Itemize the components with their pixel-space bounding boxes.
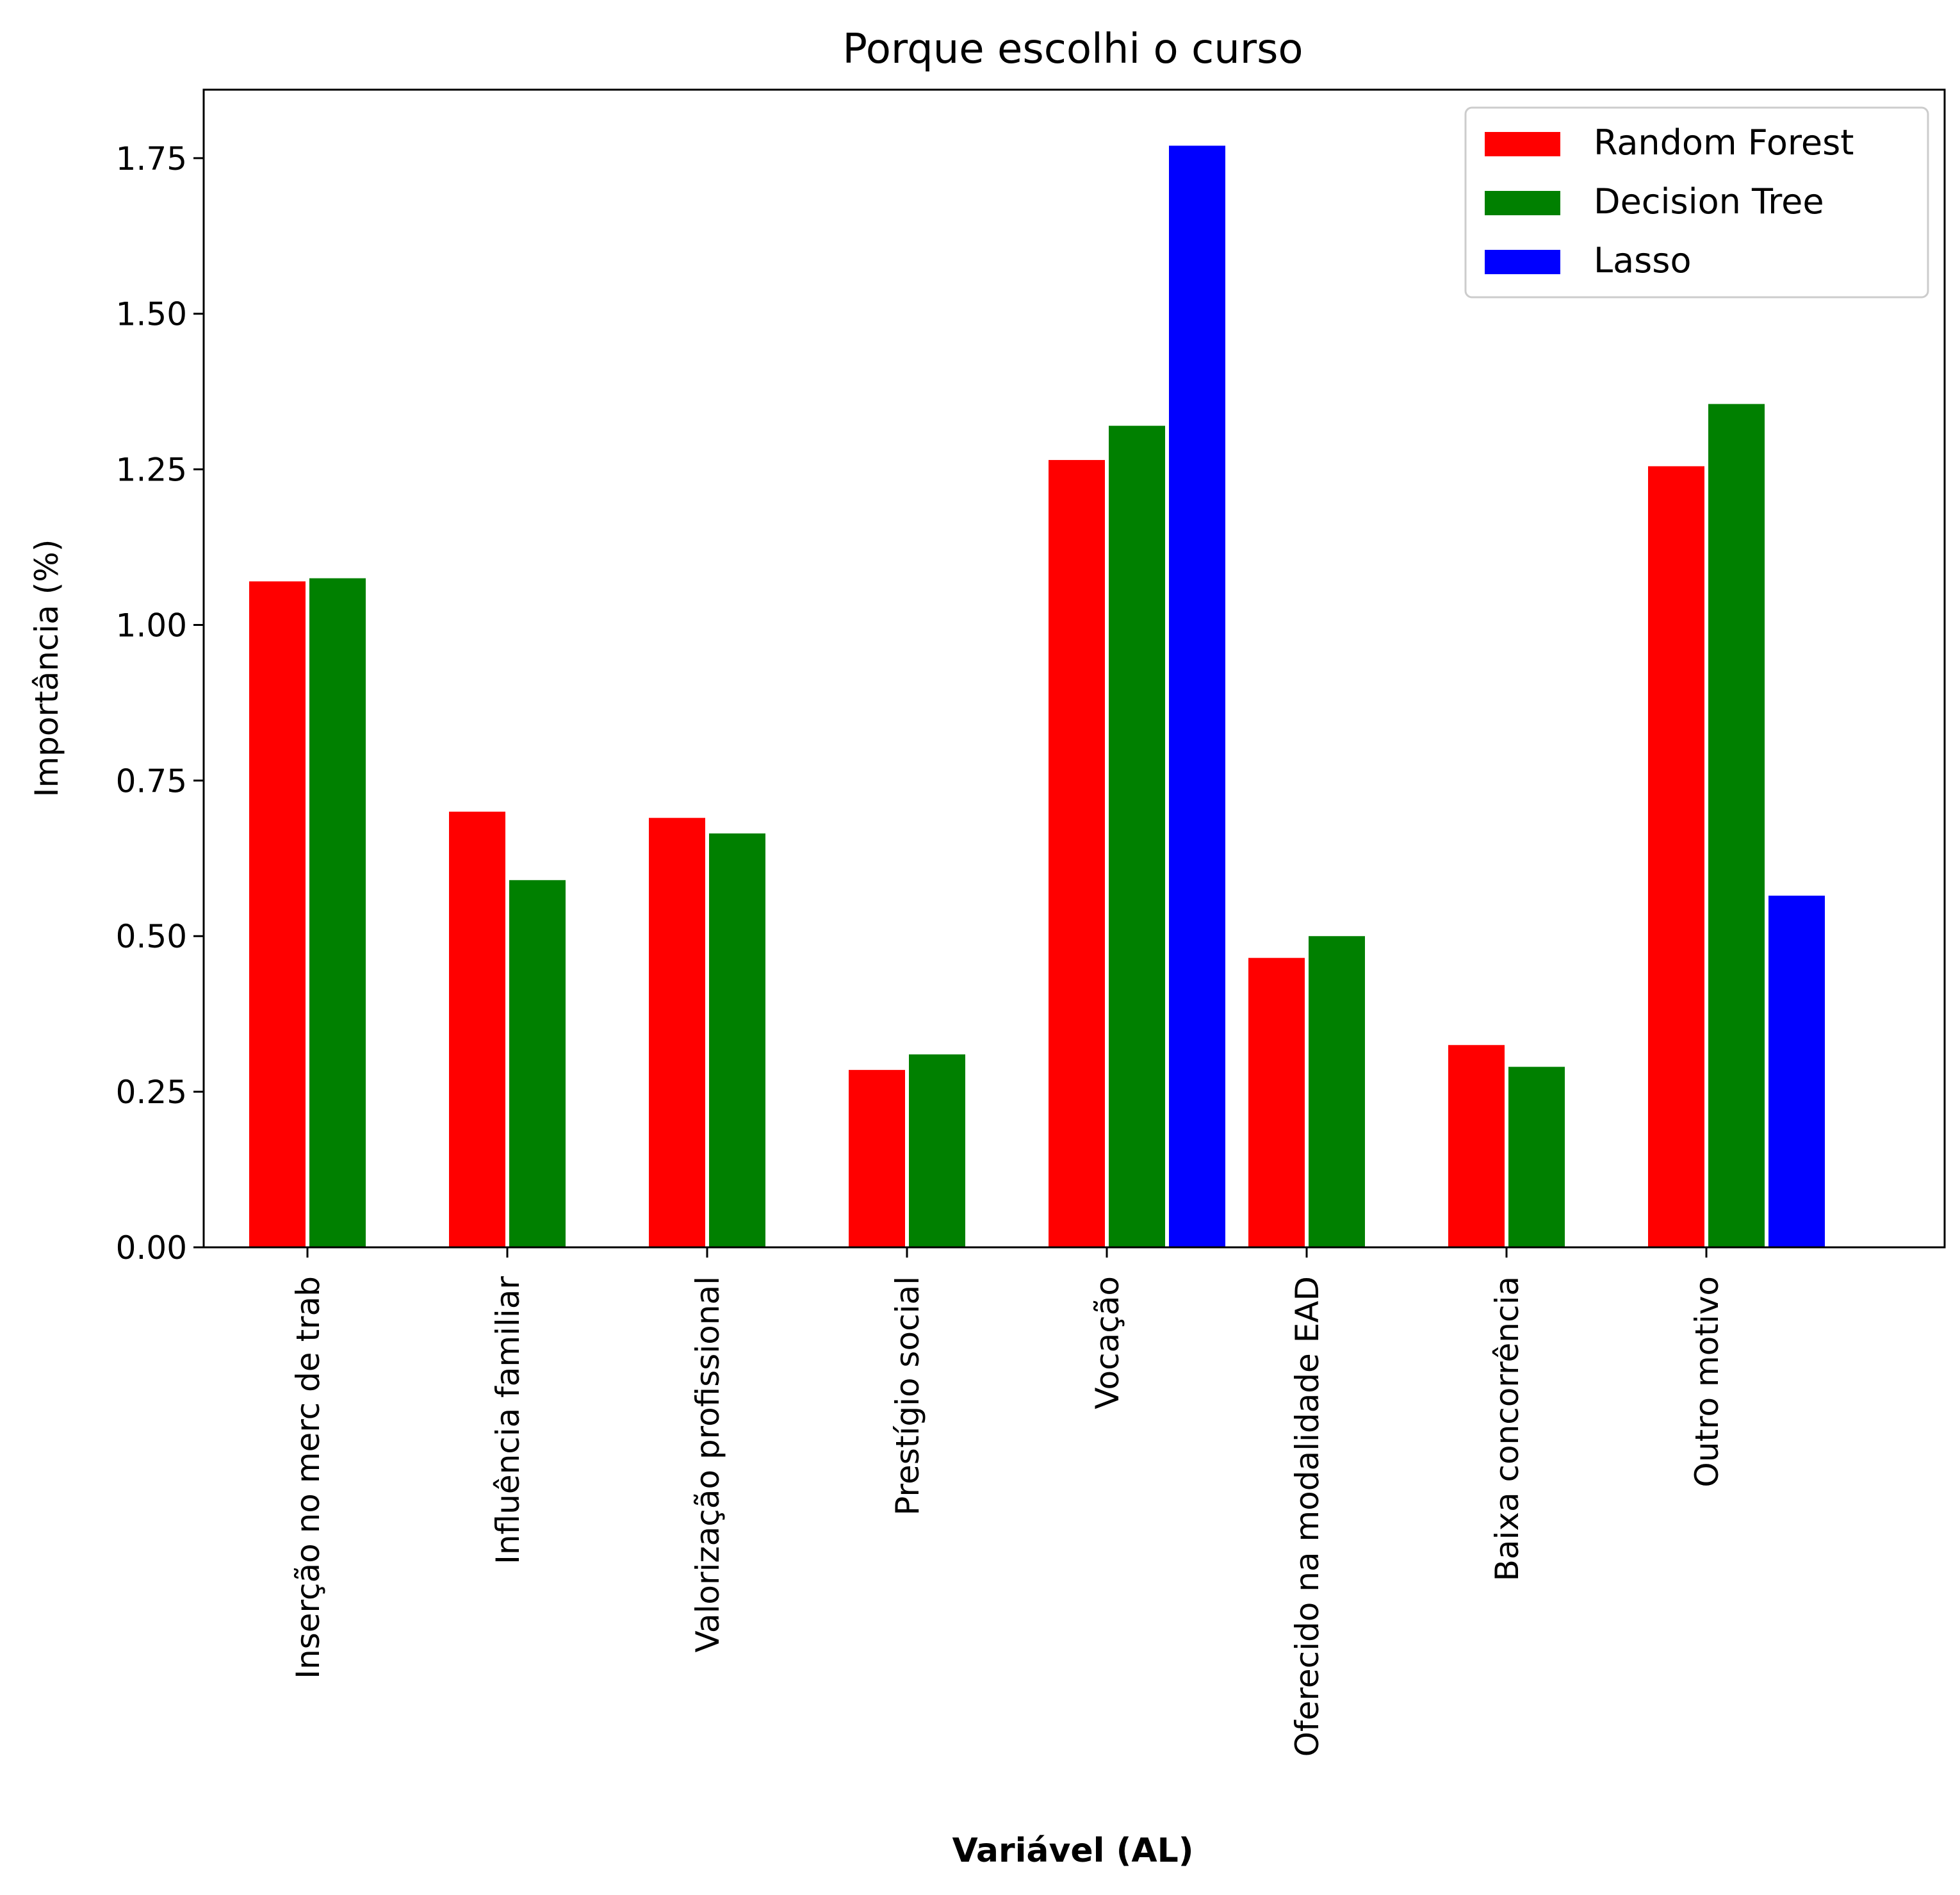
bar-lasso-5 <box>1169 145 1225 1247</box>
bar-random-forest-4 <box>849 1070 905 1247</box>
x-tick-label: Baixa concorrência <box>1489 1276 1526 1581</box>
bar-decision-tree-8 <box>1708 404 1765 1247</box>
legend-label-lasso: Lasso <box>1594 240 1691 281</box>
plot-frame <box>202 88 1946 1249</box>
bar-random-forest-6 <box>1248 958 1305 1247</box>
y-tick-label: 0.75 <box>116 762 187 800</box>
bar-random-forest-2 <box>449 811 505 1247</box>
y-tick-label: 0.50 <box>116 918 187 955</box>
legend: Random Forest Decision Tree Lasso <box>1464 106 1929 299</box>
bar-random-forest-5 <box>1049 460 1105 1248</box>
y-tick-label: 1.00 <box>116 607 187 644</box>
x-tick-label: Vocação <box>1089 1276 1126 1409</box>
x-tick-label: Prestígio social <box>889 1276 926 1516</box>
legend-swatch-random-forest <box>1485 132 1560 156</box>
y-tick-label: 1.50 <box>116 296 187 333</box>
x-tick-label: Outro motivo <box>1688 1276 1726 1488</box>
legend-label-random-forest: Random Forest <box>1594 122 1854 163</box>
bar-lasso-8 <box>1768 896 1825 1247</box>
bar-random-forest-7 <box>1448 1045 1505 1247</box>
x-tick-label: Inserção no merc de trab <box>290 1276 327 1679</box>
bar-random-forest-8 <box>1648 466 1704 1247</box>
y-axis-label: Importância (%) <box>28 539 65 798</box>
y-tick-label: 1.75 <box>116 140 187 177</box>
bar-decision-tree-5 <box>1109 425 1165 1247</box>
bar-random-forest-1 <box>249 581 306 1247</box>
bars <box>249 145 1825 1248</box>
legend-swatch-decision-tree <box>1485 191 1560 215</box>
bar-decision-tree-3 <box>709 833 765 1247</box>
bar-decision-tree-2 <box>509 880 566 1247</box>
y-tick-label: 0.00 <box>116 1229 187 1267</box>
chart-title: Porque escolhi o curso <box>842 26 1303 73</box>
x-axis: Inserção no merc de trab Influência famil… <box>290 1247 1726 1757</box>
y-tick-label: 1.25 <box>116 452 187 489</box>
y-axis: 0.00 0.25 0.50 0.75 1.00 1.25 1.50 1.75 <box>116 140 204 1267</box>
bar-decision-tree-7 <box>1508 1067 1565 1247</box>
bar-decision-tree-6 <box>1309 936 1365 1247</box>
x-tick-label: Influência familiar <box>489 1276 527 1564</box>
legend-label-decision-tree: Decision Tree <box>1594 181 1824 222</box>
y-tick-label: 0.25 <box>116 1074 187 1111</box>
legend-swatch-lasso <box>1485 250 1560 274</box>
bar-random-forest-3 <box>649 817 705 1247</box>
x-tick-label: Valorização profissional <box>689 1276 726 1652</box>
x-axis-label: Variável (AL) <box>952 1832 1193 1870</box>
bar-decision-tree-1 <box>309 578 366 1247</box>
x-tick-label: Oferecido na modalidade EAD <box>1289 1276 1326 1757</box>
bar-decision-tree-4 <box>909 1054 965 1247</box>
legend-frame <box>1464 106 1929 299</box>
